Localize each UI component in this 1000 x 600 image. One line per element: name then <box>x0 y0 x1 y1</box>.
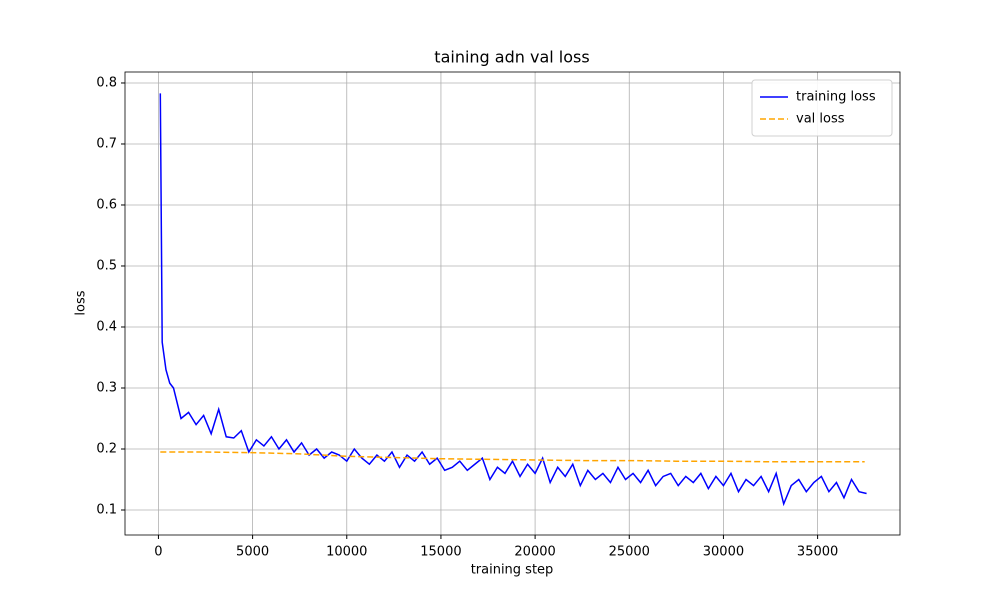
plot-frame <box>124 71 901 536</box>
y-tick-label: 0.5 <box>96 258 117 273</box>
x-tick-label: 0 <box>154 545 162 560</box>
x-tick-label: 5000 <box>236 545 269 560</box>
x-tick-label: 15000 <box>420 545 461 560</box>
y-tick-label: 0.3 <box>96 380 117 395</box>
y-tick-label: 0.1 <box>96 502 117 517</box>
line-series <box>160 451 865 463</box>
x-tick-label: 20000 <box>514 545 555 560</box>
x-axis-label: training step <box>471 563 554 578</box>
y-tick-label: 0.2 <box>96 441 117 456</box>
chart-title: taining adn val loss <box>434 48 589 67</box>
y-tick-label: 0.6 <box>96 197 117 212</box>
x-tick-label: 35000 <box>797 545 838 560</box>
legend-label: training loss <box>796 90 876 105</box>
line-series <box>159 93 867 507</box>
y-tick-label: 0.8 <box>96 75 117 90</box>
x-tick-label: 25000 <box>609 545 650 560</box>
legend-label: val loss <box>796 112 845 127</box>
legend-box <box>751 79 893 137</box>
y-tick-label: 0.7 <box>96 136 117 151</box>
x-tick-label: 30000 <box>703 545 744 560</box>
y-tick-label: 0.4 <box>96 319 117 334</box>
y-axis-label: loss <box>74 290 89 315</box>
x-tick-label: 10000 <box>326 545 367 560</box>
